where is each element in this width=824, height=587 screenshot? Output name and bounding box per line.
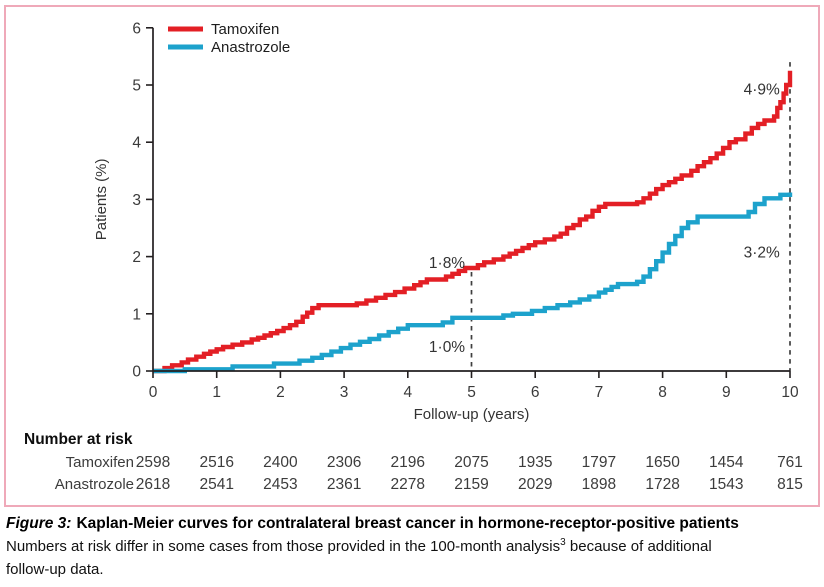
y-axis-title: Patients (%) (93, 159, 110, 241)
risk-value-tamoxifen-y3: 2306 (327, 454, 361, 471)
tamoxifen-curve (153, 70, 793, 374)
x-axis-title: Follow-up (years) (414, 406, 530, 423)
y-tick-label-0: 0 (132, 364, 141, 381)
risk-value-tamoxifen-y5: 2075 (454, 454, 488, 471)
legend-label-anastrozole: Anastrozole (211, 39, 290, 56)
risk-value-tamoxifen-y2: 2400 (263, 454, 298, 471)
annotation-4·9%: 4·9% (744, 82, 780, 99)
x-tick-label-4: 4 (403, 384, 412, 401)
note-line1: Numbers at risk differ in some cases fro… (6, 538, 561, 555)
risk-table-title: Number at risk (24, 431, 133, 448)
anastrozole-curve (153, 192, 793, 374)
figure-caption-title: Figure 3: Kaplan-Meier curves for contral… (6, 512, 818, 535)
x-tick-label-5: 5 (467, 384, 476, 401)
risk-value-anastrozole-y10: 815 (777, 476, 803, 493)
y-tick-label-1: 1 (132, 306, 141, 323)
annotation-1·0%: 1·0% (429, 339, 465, 356)
risk-value-tamoxifen-y10: 761 (777, 454, 803, 471)
risk-value-tamoxifen-y0: 2598 (136, 454, 170, 471)
x-tick-label-2: 2 (276, 384, 285, 401)
risk-value-tamoxifen-y9: 1454 (709, 454, 744, 471)
y-tick-label-5: 5 (132, 78, 141, 95)
risk-value-anastrozole-y0: 2618 (136, 476, 170, 493)
figure-caption: Figure 3: Kaplan-Meier curves for contral… (6, 512, 818, 581)
figure-caption-note: Numbers at risk differ in some cases fro… (6, 535, 818, 581)
y-tick-label-4: 4 (132, 135, 141, 152)
y-tick-label-6: 6 (132, 20, 141, 37)
risk-value-tamoxifen-y4: 2196 (391, 454, 425, 471)
figure-label: Figure 3: (6, 515, 72, 532)
risk-row-label-tamoxifen: Tamoxifen (66, 454, 134, 471)
risk-value-anastrozole-y8: 1728 (645, 476, 679, 493)
note-line1-end: because of additional (565, 538, 712, 555)
x-tick-label-6: 6 (531, 384, 540, 401)
risk-value-anastrozole-y4: 2278 (391, 476, 425, 493)
x-tick-label-7: 7 (595, 384, 604, 401)
x-tick-label-1: 1 (212, 384, 221, 401)
risk-value-tamoxifen-y7: 1797 (582, 454, 616, 471)
risk-value-anastrozole-y9: 1543 (709, 476, 743, 493)
figure-title-text: Kaplan-Meier curves for contralateral br… (76, 515, 739, 532)
risk-value-anastrozole-y3: 2361 (327, 476, 361, 493)
annotation-1·8%: 1·8% (429, 255, 465, 272)
km-figure-panel: 0 1 2 3 4 5 6 7 8 9 10 0 1 2 3 4 5 6 Follow-up (years) Pati… (4, 5, 820, 507)
y-tick-label-3: 3 (132, 192, 141, 209)
risk-value-anastrozole-y6: 2029 (518, 476, 552, 493)
x-tick-label-0: 0 (149, 384, 158, 401)
risk-value-anastrozole-y7: 1898 (582, 476, 616, 493)
annotation-3·2%: 3·2% (744, 245, 780, 262)
x-tick-label-10: 10 (781, 384, 799, 401)
reference-superscript: 3 (560, 537, 566, 548)
risk-value-anastrozole-y1: 2541 (199, 476, 233, 493)
risk-value-anastrozole-y5: 2159 (454, 476, 488, 493)
risk-row-label-anastrozole: Anastrozole (55, 476, 134, 493)
risk-value-tamoxifen-y8: 1650 (645, 454, 680, 471)
x-tick-label-3: 3 (340, 384, 349, 401)
x-tick-label-8: 8 (658, 384, 667, 401)
risk-value-tamoxifen-y6: 1935 (518, 454, 552, 471)
risk-value-tamoxifen-y1: 2516 (199, 454, 233, 471)
legend-label-tamoxifen: Tamoxifen (211, 21, 279, 38)
risk-value-anastrozole-y2: 2453 (263, 476, 297, 493)
x-tick-label-9: 9 (722, 384, 731, 401)
y-tick-label-2: 2 (132, 249, 141, 266)
note-line2: follow-up data. (6, 561, 104, 578)
